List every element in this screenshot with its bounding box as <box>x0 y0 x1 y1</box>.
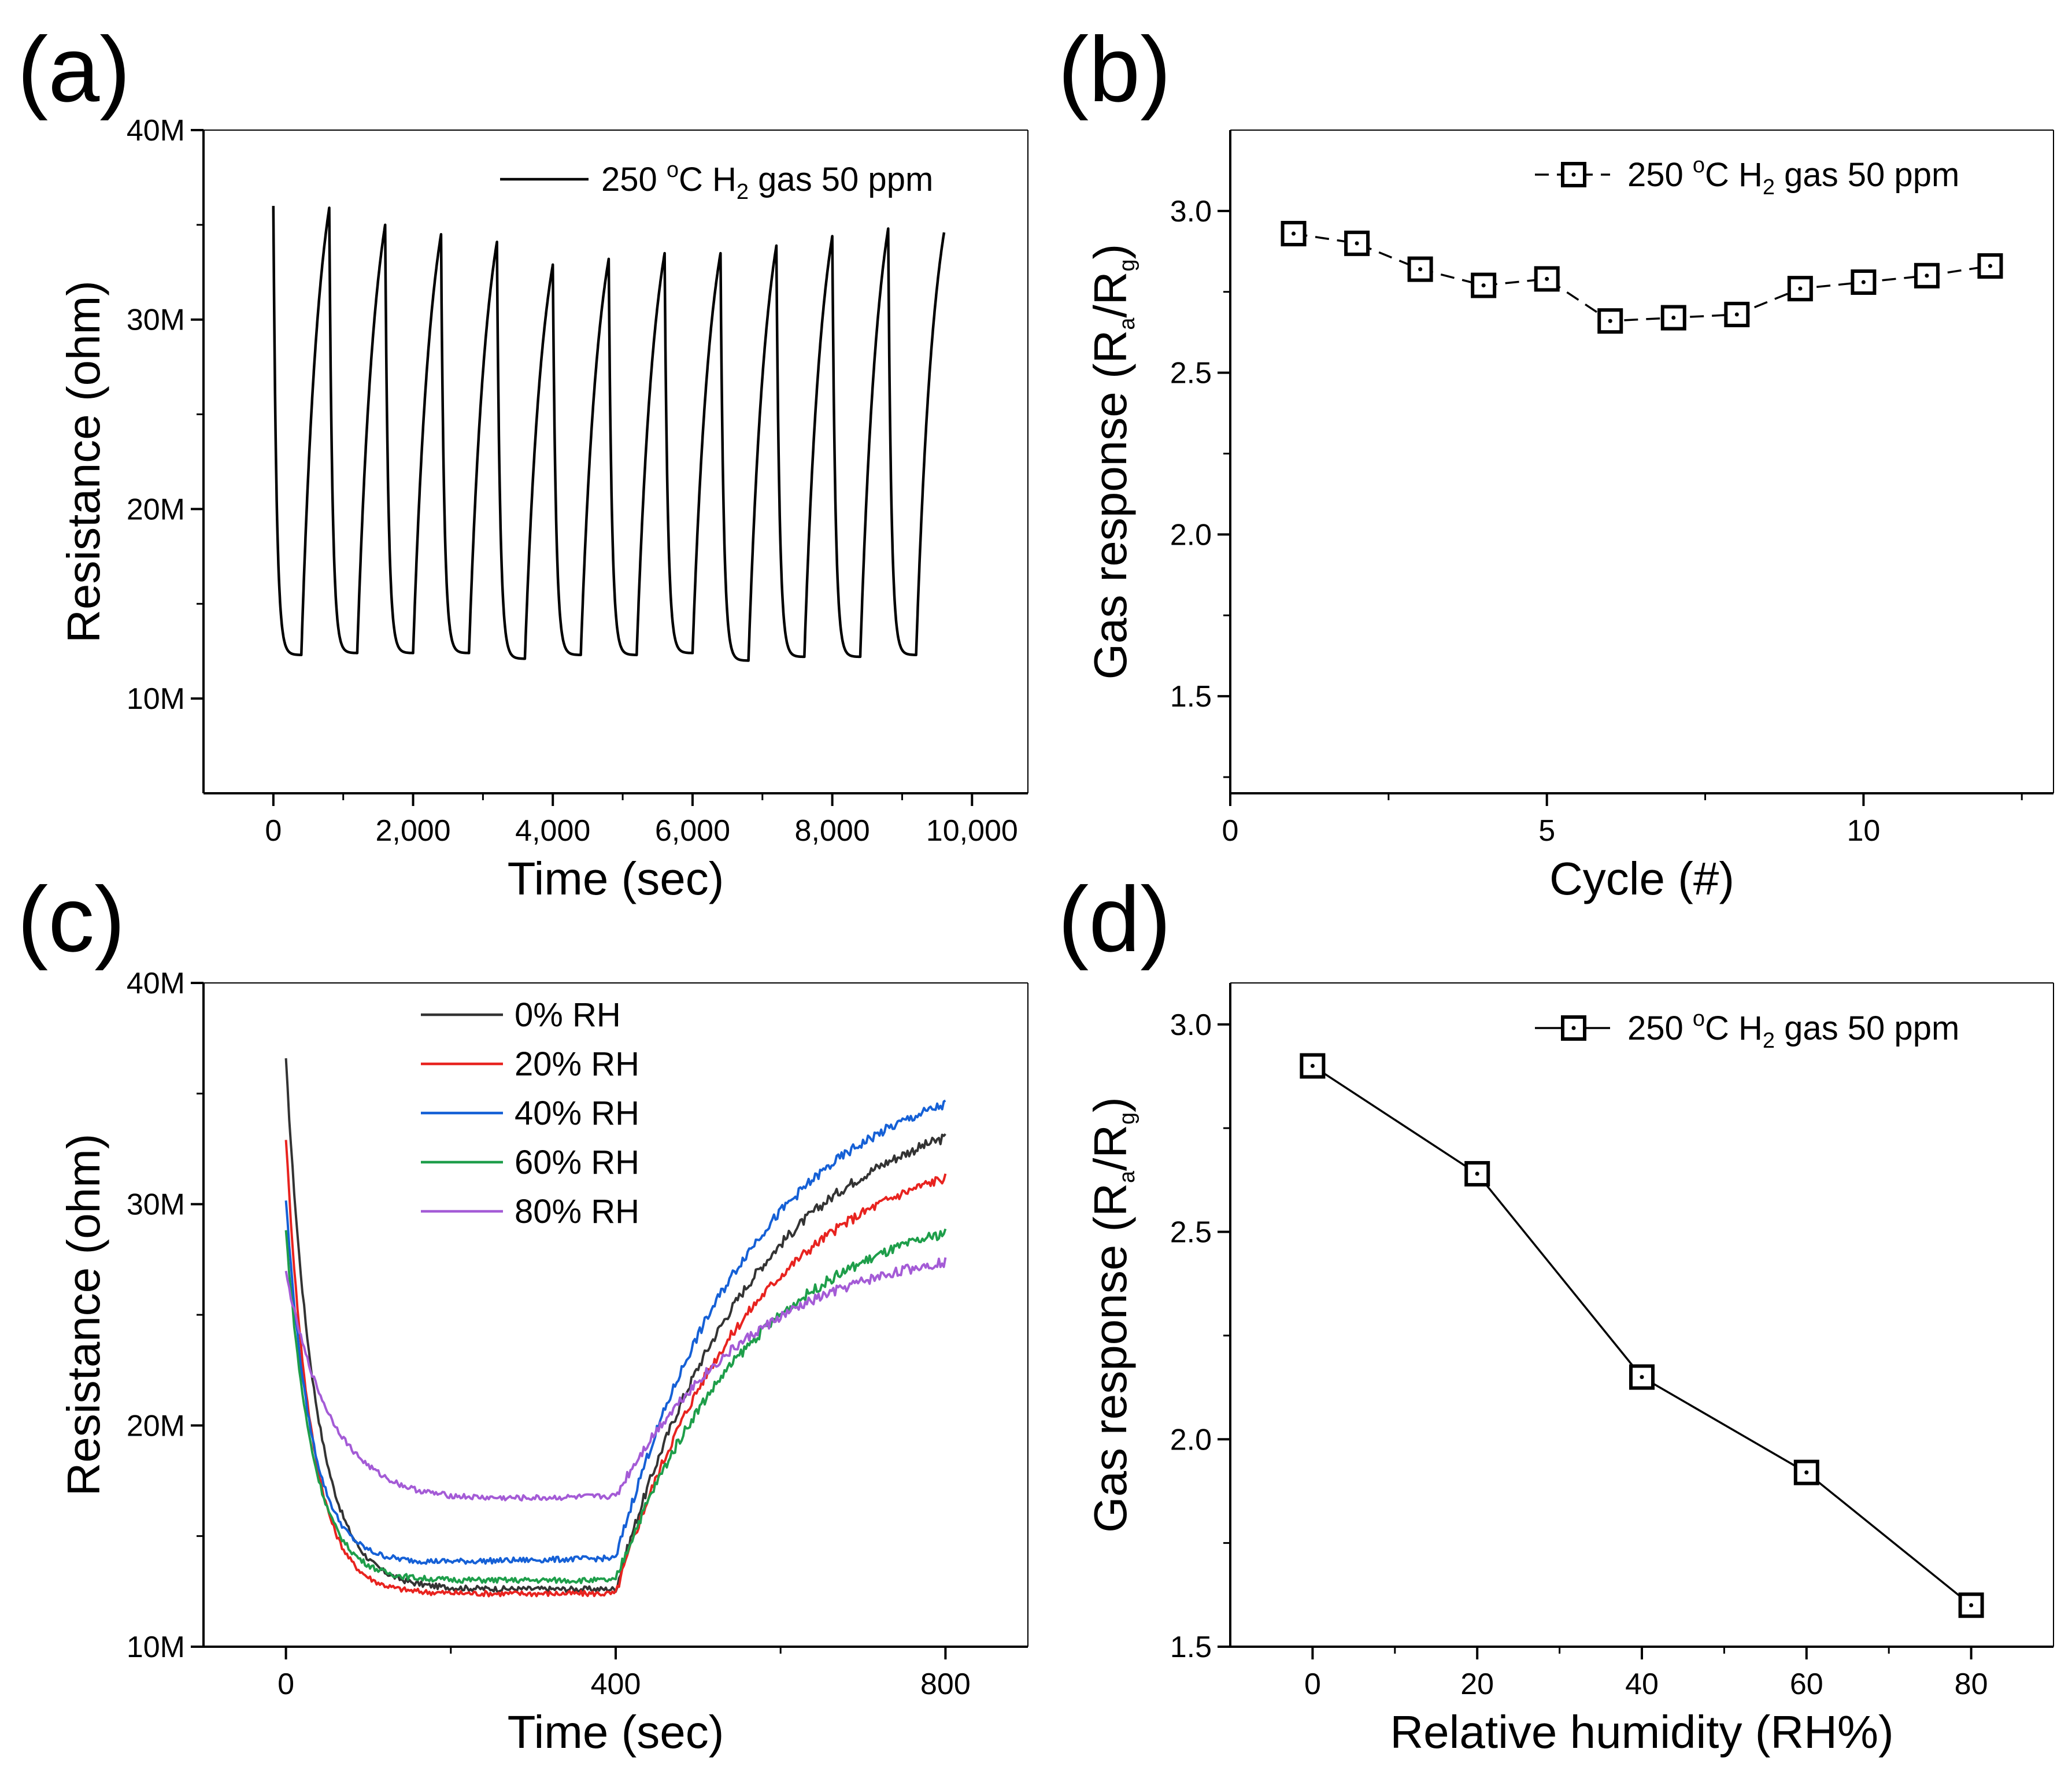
x-tick-label: 0 <box>1222 814 1239 848</box>
x-axis-title: Cycle (#) <box>1549 853 1734 904</box>
data-point-center <box>1545 276 1549 281</box>
y-tick-label: 20M <box>127 493 185 526</box>
panel-label: (d) <box>1058 867 1171 971</box>
y-tick-label: 30M <box>127 1188 185 1222</box>
legend-label: 20% RH <box>515 1045 639 1083</box>
data-point-center <box>1481 283 1486 288</box>
data-point-center <box>1861 280 1866 284</box>
x-tick-label: 10 <box>1847 814 1880 848</box>
data-point-marker <box>1958 1592 1984 1618</box>
resistance-series-line <box>272 206 946 662</box>
legend-label: 250 oC H2 gas 50 ppm <box>601 158 933 204</box>
legend-label: 80% RH <box>515 1193 639 1230</box>
x-tick-label: 10,000 <box>926 814 1018 848</box>
y-axis-title: Gas response (Ra/Rg) <box>1085 1097 1139 1533</box>
x-tick-label: 0 <box>265 814 282 848</box>
legend-label: 250 oC H2 gas 50 ppm <box>1627 1007 1959 1053</box>
y-tick-label: 2.0 <box>1170 518 1212 552</box>
response-series-line <box>1293 232 1990 322</box>
legend-label: 60% RH <box>515 1144 639 1181</box>
legend-label: 250 oC H2 gas 50 ppm <box>1627 153 1959 199</box>
y-tick-label: 10M <box>127 682 185 716</box>
y-tick-label: 1.5 <box>1170 1631 1212 1664</box>
data-point-center <box>1571 172 1576 177</box>
y-axis-title: Gas response (Ra/Rg) <box>1085 244 1139 680</box>
x-axis-title: Time (sec) <box>508 853 724 904</box>
y-tick-label: 3.0 <box>1170 195 1212 228</box>
y-tick-label: 2.5 <box>1170 357 1212 390</box>
y-tick-label: 10M <box>127 1631 185 1664</box>
y-tick-label: 30M <box>127 304 185 337</box>
y-tick-label: 20M <box>127 1409 185 1443</box>
data-point-center <box>1804 1470 1809 1475</box>
x-tick-label: 4,000 <box>515 814 590 848</box>
x-tick-label: 2,000 <box>375 814 450 848</box>
data-point-center <box>1988 264 1992 268</box>
x-tick-label: 400 <box>591 1668 641 1701</box>
y-tick-label: 1.5 <box>1170 680 1212 713</box>
y-tick-label: 2.5 <box>1170 1216 1212 1249</box>
rh-series-line <box>284 1228 947 1584</box>
data-point-center <box>1640 1375 1644 1380</box>
rh-series-line <box>284 1099 946 1565</box>
x-tick-label: 20 <box>1460 1668 1494 1701</box>
panel-a: 0 2,000 4,000 6,000 8,000 10,000 10M 20M 30M 40M T… <box>17 17 1028 904</box>
y-tick-label: 2.0 <box>1170 1423 1212 1456</box>
x-tick-label: 60 <box>1790 1668 1823 1701</box>
y-axis-title: Resistance (ohm) <box>58 1134 109 1496</box>
data-point-center <box>1310 1064 1315 1068</box>
panel-label: (c) <box>17 867 125 971</box>
data-point-center <box>1608 319 1612 323</box>
x-tick-label: 0 <box>278 1668 294 1701</box>
x-tick-label: 0 <box>1304 1668 1321 1701</box>
data-point-center <box>1798 286 1803 291</box>
data-point-center <box>1571 1026 1576 1030</box>
data-point-center <box>1671 316 1676 320</box>
data-point-marker <box>1281 221 1307 247</box>
x-tick-label: 800 <box>920 1668 971 1701</box>
y-tick-label: 3.0 <box>1170 1008 1212 1042</box>
legend-label: 0% RH <box>515 996 621 1034</box>
x-tick-label: 5 <box>1538 814 1555 848</box>
panel-b: 0 5 10 1.5 2.0 2.5 3.0 Cycle (#) Gas response (R… <box>1058 17 2054 904</box>
x-tick-label: 40 <box>1625 1668 1659 1701</box>
x-axis-title: Relative humidity (RH%) <box>1390 1706 1893 1758</box>
panel-d: 0 20 40 60 80 1.5 2.0 2.5 3.0 Relative humidity (… <box>1058 867 2054 1758</box>
panel-label: (b) <box>1058 17 1171 121</box>
x-tick-label: 6,000 <box>655 814 730 848</box>
response-series-line <box>1312 1065 1972 1606</box>
data-point-center <box>1925 273 1929 278</box>
data-point-marker <box>1464 1161 1490 1187</box>
panel-label: (a) <box>17 17 131 121</box>
y-tick-label: 40M <box>127 967 185 1000</box>
y-tick-label: 40M <box>127 114 185 147</box>
data-point-marker <box>1977 253 2003 279</box>
legend-label: 40% RH <box>515 1095 639 1132</box>
data-point-center <box>1969 1603 1974 1607</box>
data-point-center <box>1355 241 1359 246</box>
data-point-center <box>1418 267 1423 272</box>
rh-series-line <box>284 1257 947 1502</box>
data-point-center <box>1292 231 1296 236</box>
rh-series-line <box>284 1058 946 1594</box>
x-axis-title: Time (sec) <box>508 1706 724 1758</box>
x-tick-label: 80 <box>1955 1668 1988 1701</box>
data-point-center <box>1734 312 1739 317</box>
panel-c: 0 400 800 10M 20M 30M 40M Time (sec) Resistance … <box>17 867 1028 1758</box>
data-point-center <box>1475 1171 1479 1176</box>
x-tick-label: 8,000 <box>795 814 870 848</box>
data-point-marker <box>1851 269 1877 295</box>
y-axis-title: Resistance (ohm) <box>58 280 109 643</box>
rh-series-line <box>284 1140 947 1598</box>
